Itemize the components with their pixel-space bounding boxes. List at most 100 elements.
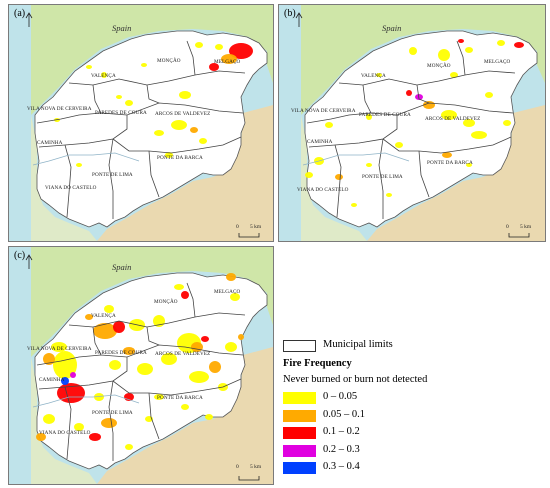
scale-bar bbox=[238, 233, 260, 238]
municipal-border bbox=[146, 326, 160, 346]
river-lima bbox=[32, 152, 140, 166]
muni-caminha: CAMINHA bbox=[39, 377, 65, 383]
fire-patch bbox=[109, 360, 121, 370]
muni-valenca: VALENÇA bbox=[361, 73, 386, 79]
municipal-border bbox=[382, 136, 512, 154]
fire-patch bbox=[86, 65, 92, 69]
municipal-border bbox=[68, 70, 246, 86]
scale-min: 0 bbox=[236, 224, 239, 230]
north-arrow-head-icon bbox=[295, 12, 303, 19]
fire-patch bbox=[61, 377, 69, 385]
legend-item: 0.2 – 0.3 bbox=[283, 442, 545, 460]
fire-patch bbox=[57, 383, 85, 403]
fire-patch bbox=[463, 119, 475, 127]
fire-patch bbox=[351, 203, 357, 207]
panel-label: (c) bbox=[14, 250, 26, 261]
fire-patch bbox=[406, 90, 412, 96]
scale-max: 5 km bbox=[520, 224, 532, 230]
fire-patch bbox=[466, 163, 472, 167]
legend-item: Never burned or burn not detected bbox=[283, 372, 545, 390]
legend-item: 0.05 – 0.1 bbox=[283, 407, 545, 425]
fire-patch bbox=[137, 363, 153, 375]
municipal-border bbox=[362, 84, 372, 114]
fire-patch bbox=[76, 163, 82, 167]
country-label-spain: Spain bbox=[382, 23, 402, 33]
legend-class-label: 0.1 – 0.2 bbox=[323, 426, 360, 437]
fire-patch bbox=[438, 49, 450, 61]
fire-patch bbox=[205, 414, 213, 420]
municipal-border bbox=[38, 357, 128, 390]
muni-viana-do-castelo: VIANA DO CASTELO bbox=[297, 187, 349, 193]
fire-patch bbox=[225, 342, 237, 352]
muni-moncao: MONÇÃO bbox=[154, 299, 178, 305]
fire-patch bbox=[85, 314, 93, 320]
muni-paredes-de-coura: PAREDES DE COURA bbox=[359, 112, 411, 118]
legend-municipal-limits: Municipal limits bbox=[283, 337, 545, 355]
legend-class-label: 0.2 – 0.3 bbox=[323, 443, 360, 455]
south-land bbox=[97, 347, 273, 484]
fire-patch bbox=[101, 418, 117, 428]
muni-arcos-de-valdevez: ARCOS DE VALDEVEZ bbox=[425, 116, 481, 122]
fire-patch bbox=[450, 72, 458, 78]
south-land bbox=[97, 105, 273, 241]
fire-patch bbox=[171, 120, 187, 130]
municipal-border bbox=[334, 144, 342, 218]
fire-patch bbox=[89, 433, 101, 441]
map-legend: Municipal limits Fire Frequency Never bu… bbox=[283, 337, 545, 477]
municipal-border bbox=[108, 138, 114, 219]
fire-patch bbox=[113, 321, 125, 333]
muni-valenca: VALENÇA bbox=[91, 73, 116, 79]
municipal-border bbox=[186, 40, 196, 76]
fire-patch bbox=[101, 72, 107, 78]
fire-patch bbox=[93, 323, 117, 339]
legend-class-label: 0 – 0.05 bbox=[323, 391, 358, 402]
scale-max: 5 km bbox=[250, 464, 262, 470]
legend-title: Fire Frequency bbox=[283, 357, 352, 369]
river-lima bbox=[32, 394, 140, 408]
fire-patch bbox=[366, 114, 372, 120]
municipal-border bbox=[68, 312, 246, 328]
municipal-border bbox=[456, 40, 466, 76]
legend-limits-label: Municipal limits bbox=[323, 339, 393, 350]
map-panel-c: (c) Spain VALENÇA MONÇÃO MELGAÇO VILA NO… bbox=[8, 246, 274, 485]
fire-patch bbox=[238, 334, 244, 340]
fire-patch bbox=[215, 44, 223, 50]
scale-min: 0 bbox=[236, 464, 239, 470]
muni-ponte-de-lima: PONTE DE LIMA bbox=[362, 174, 403, 180]
municipal-border bbox=[378, 138, 384, 219]
municipal-border bbox=[146, 84, 160, 104]
muni-viana-do-castelo: VIANA DO CASTELO bbox=[39, 430, 91, 436]
municipal-border bbox=[108, 380, 114, 461]
legend-item: 0.1 – 0.2 bbox=[283, 424, 545, 442]
scale-bar bbox=[508, 233, 530, 238]
legend-swatch bbox=[283, 392, 316, 404]
fire-patch bbox=[305, 172, 313, 178]
municipal-border bbox=[112, 136, 242, 154]
fire-patch bbox=[181, 404, 189, 410]
map-panel-b: (b) Spain VALENÇA MONÇÃO MELGAÇO VILA NO… bbox=[278, 4, 546, 242]
muni-caminha: CAMINHA bbox=[37, 140, 63, 146]
muni-melgaco: MELGAÇO bbox=[214, 59, 241, 65]
municipal-border bbox=[308, 115, 398, 148]
fire-patch bbox=[485, 92, 493, 98]
fire-patch bbox=[70, 372, 76, 378]
muni-valenca: VALENÇA bbox=[91, 313, 116, 319]
country-label-spain: Spain bbox=[112, 262, 132, 272]
muni-paredes-de-coura: PAREDES DE COURA bbox=[95, 110, 147, 116]
muni-ponte-da-barca: PONTE DA BARCA bbox=[427, 160, 473, 166]
fire-patch bbox=[209, 361, 221, 373]
fire-patch bbox=[161, 353, 177, 365]
spain-land bbox=[31, 247, 273, 357]
legend-item: 0.3 – 0.4 bbox=[283, 459, 545, 477]
fire-patch bbox=[386, 193, 392, 197]
fire-patch bbox=[43, 353, 55, 365]
legend-swatch bbox=[283, 462, 316, 474]
map-a-canvas bbox=[9, 5, 273, 241]
muni-viana-do-castelo: VIANA DO CASTELO bbox=[45, 185, 97, 191]
muni-ponte-de-lima: PONTE DE LIMA bbox=[92, 172, 133, 178]
muni-ponte-da-barca: PONTE DA BARCA bbox=[157, 155, 203, 161]
municipal-border bbox=[186, 282, 196, 318]
fire-patch bbox=[209, 63, 219, 71]
fire-patch bbox=[123, 347, 135, 355]
fire-patch bbox=[497, 40, 505, 46]
